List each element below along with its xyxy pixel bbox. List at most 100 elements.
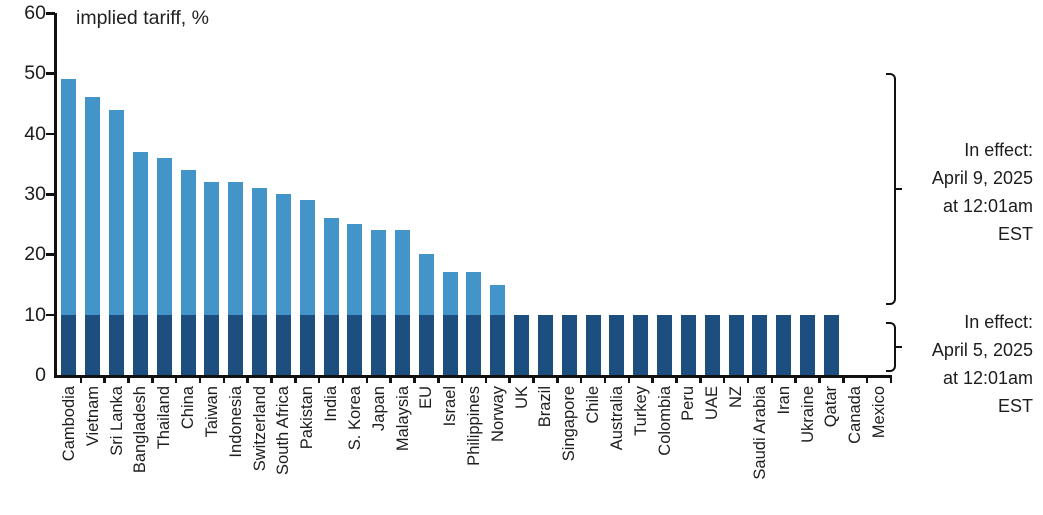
bracket-april9-nub <box>894 187 902 191</box>
x-axis-tick <box>746 378 750 383</box>
x-label-singapore: Singapore <box>557 386 581 512</box>
x-label-nz: NZ <box>724 386 748 512</box>
bar-segment-april9 <box>466 272 482 315</box>
bar-segment-april5 <box>228 314 244 375</box>
bar-segment-april5 <box>609 314 625 375</box>
x-axis-line <box>54 375 892 378</box>
x-label-qatar: Qatar <box>820 386 844 512</box>
x-label-text: Ukraine <box>798 386 817 443</box>
bar-segment-april9 <box>347 224 363 315</box>
x-axis-tick <box>317 378 321 383</box>
bar-group-bangladesh <box>128 13 152 375</box>
bar-segment-april9 <box>180 169 196 315</box>
x-label-text: UK <box>512 386 531 409</box>
x-axis-tick <box>389 378 392 383</box>
x-label-text: Colombia <box>655 386 674 456</box>
x-axis-tick <box>294 378 297 383</box>
bar-segment-april5 <box>371 314 387 375</box>
x-label-text: Philippines <box>464 386 483 466</box>
bar-segment-april9 <box>299 200 315 315</box>
annotation-line: In effect: <box>964 140 1033 160</box>
bar-group-ukraine <box>796 13 820 375</box>
x-label-malaysia: Malaysia <box>391 386 415 512</box>
x-axis-tick <box>508 378 511 383</box>
bar-segment-april9 <box>490 284 506 315</box>
bar-group-cambodia <box>57 13 81 375</box>
bar-segment-april9 <box>132 151 148 315</box>
bar-segment-april9 <box>252 187 268 315</box>
bar-segment-april5 <box>395 314 410 375</box>
x-label-text: Pakistan <box>298 386 317 450</box>
annotation-line: EST <box>997 396 1033 416</box>
bar-segment-april9 <box>204 181 220 315</box>
x-label-taiwan: Taiwan <box>200 386 224 512</box>
x-label-text: UAE <box>703 386 722 420</box>
y-axis-label: 10 <box>24 303 46 326</box>
bar-segment-april5 <box>657 314 673 375</box>
bar-group-south-africa <box>271 13 295 375</box>
bar-segment-april5 <box>85 314 101 375</box>
x-label-text: Peru <box>679 386 698 421</box>
x-axis-tick <box>198 378 202 383</box>
bar-segment-april5 <box>728 314 744 375</box>
x-axis-tick <box>365 378 369 383</box>
x-axis-tick <box>770 378 774 383</box>
x-label-australia: Australia <box>605 386 629 512</box>
annotation-april5: In effect: April 5, 2025 at 12:01am EST <box>863 308 1033 420</box>
annotation-line: EST <box>997 224 1033 244</box>
y-axis-label: 30 <box>24 183 46 205</box>
x-label-norway: Norway <box>486 386 510 512</box>
x-label-colombia: Colombia <box>653 386 677 512</box>
bar-group-thailand <box>152 13 176 375</box>
x-label-china: China <box>176 386 200 512</box>
bar-segment-april5 <box>180 314 196 375</box>
x-label-text: Thailand <box>155 386 174 450</box>
bar-group-pakistan <box>295 13 319 375</box>
x-label-text: China <box>179 386 198 430</box>
bar-segment-april5 <box>275 314 291 375</box>
plot-area <box>57 13 891 375</box>
x-label-vietnam: Vietnam <box>81 386 105 512</box>
x-axis-tick <box>532 378 535 383</box>
x-label-uk: UK <box>510 386 534 512</box>
bar-segment-april5 <box>61 314 77 375</box>
x-axis-tick <box>722 378 726 383</box>
x-label-saudi-arabia: Saudi Arabia <box>748 386 772 512</box>
x-axis-tick <box>699 378 702 383</box>
bar-group-nz <box>724 13 748 375</box>
bar-segment-april9 <box>323 218 339 315</box>
bar-segment-april5 <box>680 314 696 375</box>
x-label-chile: Chile <box>581 386 605 512</box>
x-axis-tick <box>151 378 154 383</box>
bar-group-s-korea <box>343 13 367 375</box>
x-label-s-korea: S. Korea <box>343 386 367 512</box>
bar-group-indonesia <box>224 13 248 375</box>
annotation-line: April 5, 2025 <box>931 340 1033 360</box>
x-axis-labels: Cambodia Vietnam Sri Lanka Bangladesh Thaila… <box>57 386 891 512</box>
x-label-south-africa: South Africa <box>271 386 295 512</box>
bar-segment-april5 <box>299 314 315 375</box>
bar-group-turkey <box>629 13 653 375</box>
x-axis-tick <box>413 378 416 383</box>
x-label-text: Norway <box>488 386 507 442</box>
x-label-brazil: Brazil <box>534 386 558 512</box>
annotation-april9: In effect: April 9, 2025 at 12:01am EST <box>863 136 1033 248</box>
y-axis-tick <box>46 193 55 196</box>
x-label-text: India <box>322 386 341 422</box>
x-label-switzerland: Switzerland <box>248 386 272 512</box>
x-axis-tick <box>603 378 607 383</box>
x-axis-tick <box>103 378 106 383</box>
bar-group-japan <box>367 13 391 375</box>
x-label-text: South Africa <box>274 386 293 475</box>
bar-segment-april9 <box>418 254 434 315</box>
y-axis-label: 40 <box>24 122 46 145</box>
bar-group-sri-lanka <box>105 13 129 375</box>
bar-group-vietnam <box>81 13 105 375</box>
bar-segment-april9 <box>109 109 125 315</box>
x-label-eu: EU <box>414 386 438 512</box>
bar-group-uae <box>700 13 724 375</box>
annotation-line: April 9, 2025 <box>931 168 1033 188</box>
bar-segment-april5 <box>823 314 839 375</box>
bar-group-switzerland <box>248 13 272 375</box>
x-axis-tick <box>484 378 488 383</box>
